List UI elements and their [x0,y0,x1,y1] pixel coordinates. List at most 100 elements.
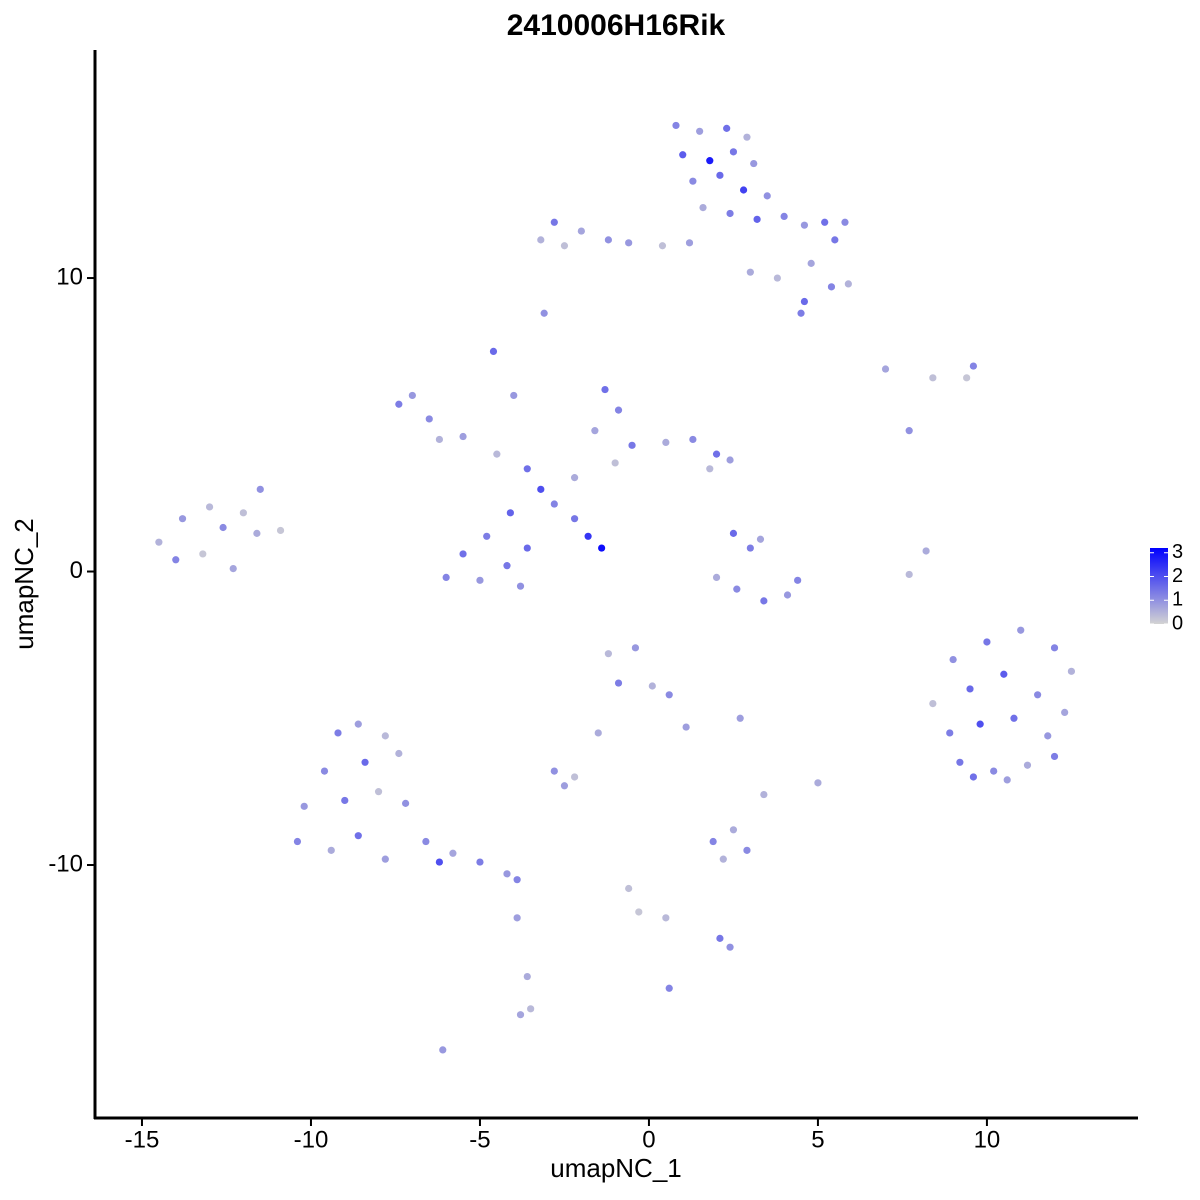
point [1000,670,1008,678]
point [706,465,714,473]
point [662,914,670,922]
point [439,1046,447,1054]
point [459,432,467,441]
point [614,679,623,687]
point [513,876,521,884]
point [635,908,643,916]
point [449,849,457,857]
point [976,720,984,728]
point [1050,752,1059,761]
point [493,450,501,458]
point [442,573,450,581]
point [205,503,214,511]
point [966,685,974,693]
point [1010,714,1018,722]
point [614,406,623,414]
point [733,585,741,593]
point [506,509,514,517]
point [354,720,362,728]
point [395,749,403,758]
point [625,884,633,893]
point [425,415,433,423]
point [739,186,748,194]
point [459,550,467,558]
point [729,826,738,834]
point [946,729,954,737]
point [253,529,261,537]
point [746,268,754,276]
point [949,655,957,664]
point [689,435,697,444]
y-axis-title: umapNC_2 [9,518,39,650]
point [628,441,636,449]
point [1044,732,1052,740]
point [763,192,771,200]
point [969,773,978,781]
point [374,788,383,796]
point [560,782,569,790]
point [516,582,525,590]
point [689,177,697,185]
point [1017,626,1025,634]
point [658,242,667,250]
point [584,532,592,540]
point [743,133,751,141]
point [841,218,849,226]
point [523,544,531,552]
point [665,984,673,992]
point [229,564,237,573]
point [570,474,579,482]
point [354,832,362,840]
point [726,456,734,464]
point [408,391,416,400]
point [756,535,765,543]
point [716,934,724,942]
point [320,767,329,775]
point [905,427,913,435]
point [625,239,633,247]
point [963,374,971,382]
point [276,526,285,535]
point [905,570,913,579]
point [300,802,308,810]
point [594,729,602,737]
point [719,855,727,863]
point [435,858,443,866]
point [293,837,302,846]
point [814,779,822,787]
point [483,532,491,540]
point [929,699,937,708]
point [1003,776,1011,784]
x-tick-label: -5 [469,1126,490,1153]
point [990,767,998,775]
point [219,523,227,532]
point [783,591,792,599]
point [1050,644,1059,652]
point [760,597,768,605]
x-tick-label: 10 [974,1126,1001,1153]
point [750,159,758,168]
point [537,485,545,493]
x-tick-label: -15 [125,1126,160,1153]
point [706,157,714,165]
point [550,500,558,508]
legend-label: 2 [1172,565,1183,587]
point [537,236,545,244]
point [716,171,724,179]
point [794,576,802,584]
point [604,650,612,658]
point [395,400,403,408]
point [800,297,809,306]
point [665,691,673,699]
point [527,1005,535,1013]
point [956,758,964,766]
point [821,218,829,226]
point [831,236,839,244]
point [712,450,721,458]
point [827,283,836,291]
point [679,151,687,159]
point [800,221,809,229]
point [753,215,761,223]
point [611,459,619,467]
point [604,236,612,244]
